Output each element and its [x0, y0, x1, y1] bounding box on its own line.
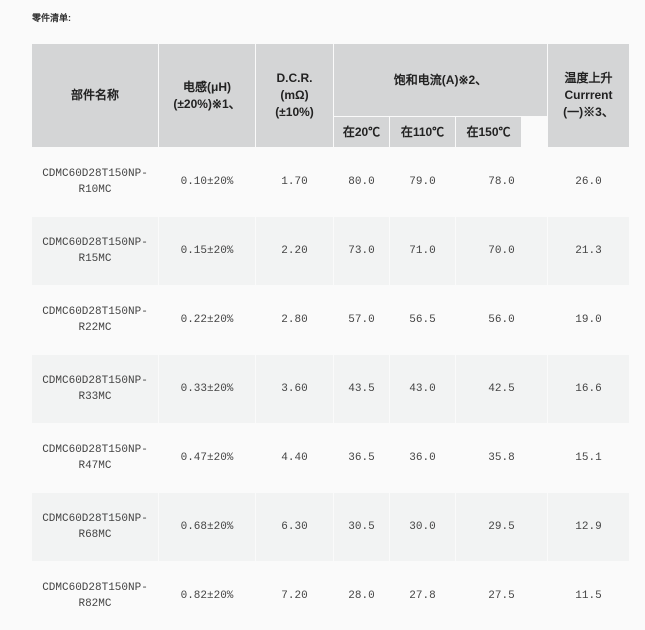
cell-sat-110: 30.0	[390, 493, 455, 561]
header-dcr-line: D.C.R.	[276, 71, 313, 85]
cell-sat-150: 42.5	[456, 355, 547, 423]
cell-sat-20: 43.5	[334, 355, 389, 423]
cell-inductance: 0.22±20%	[180, 314, 234, 326]
header-sat-110c: 在110℃	[390, 117, 455, 147]
part-name-line: R68MC	[78, 529, 112, 541]
cell-dcr: 1.70	[281, 176, 308, 188]
header-dcr-line: (mΩ)	[280, 88, 309, 102]
part-name-line: R47MC	[78, 460, 112, 472]
cell-sat-150: 29.5	[456, 493, 547, 561]
cell-sat-110: 27.8	[409, 590, 436, 602]
part-name-line: R22MC	[78, 322, 112, 334]
cell-part-name: CDMC60D28T150NP- R47MC	[32, 424, 158, 492]
cell-inductance: 0.33±20%	[159, 355, 255, 423]
header-inductance-line: (±20%)※1、	[173, 96, 241, 111]
cell-sat-110: 56.5	[409, 314, 436, 326]
header-sat-150c: 在150℃	[456, 117, 521, 147]
cell-dcr: 2.20	[256, 217, 333, 285]
cell-dcr: 7.20	[281, 590, 308, 602]
header-saturation-current: 饱和电流(A)※2、	[334, 44, 547, 116]
part-name-line: CDMC60D28T150NP-	[42, 513, 148, 525]
cell-sat-110: 79.0	[409, 176, 436, 188]
cell-temp-rise: 15.1	[575, 452, 602, 464]
part-name-line: R15MC	[78, 253, 112, 265]
header-temp-line: 温度上升	[564, 71, 613, 85]
cell-dcr: 6.30	[256, 493, 333, 561]
cell-part-name: CDMC60D28T150NP- R10MC	[32, 148, 158, 216]
cell-inductance: 0.15±20%	[159, 217, 255, 285]
cell-dcr: 3.60	[256, 355, 333, 423]
cell-part-name: CDMC60D28T150NP- R22MC	[32, 286, 158, 354]
header-inductance-line: 电感(μH)	[182, 79, 231, 94]
part-name-line: R82MC	[78, 598, 112, 610]
cell-sat-150: 35.8	[488, 452, 515, 464]
cell-temp-rise: 12.9	[548, 493, 629, 561]
header-inductance: 电感(μH) (±20%)※1、	[159, 44, 255, 147]
part-name-line: CDMC60D28T150NP-	[42, 306, 148, 318]
cell-inductance: 0.47±20%	[180, 452, 234, 464]
cell-sat-20: 28.0	[348, 590, 375, 602]
cell-sat-110: 36.0	[409, 452, 436, 464]
part-name-line: CDMC60D28T150NP-	[42, 168, 148, 180]
cell-sat-110: 71.0	[390, 217, 455, 285]
cell-sat-110: 43.0	[390, 355, 455, 423]
cell-sat-20: 57.0	[348, 314, 375, 326]
header-sat-20c: 在20℃	[334, 117, 389, 147]
header-temp-line: Currrent	[564, 88, 613, 102]
cell-part-name: CDMC60D28T150NP- R33MC	[32, 355, 158, 423]
cell-sat-150: 70.0	[456, 217, 547, 285]
part-name-line: CDMC60D28T150NP-	[42, 237, 148, 249]
cell-inductance: 0.68±20%	[159, 493, 255, 561]
header-temp-rise: 温度上升 Currrent (一)※3、	[548, 44, 629, 147]
cell-temp-rise: 26.0	[575, 176, 602, 188]
header-temp-line: (一)※3、	[563, 105, 614, 119]
cell-inductance: 0.10±20%	[180, 176, 234, 188]
cell-temp-rise: 21.3	[548, 217, 629, 285]
cell-sat-150: 27.5	[488, 590, 515, 602]
header-part-name: 部件名称	[32, 44, 158, 147]
parts-list-title: 零件清单:	[32, 13, 71, 23]
header-dcr: D.C.R. (mΩ) (±10%)	[256, 44, 333, 147]
part-name-line: CDMC60D28T150NP-	[42, 582, 148, 594]
cell-temp-rise: 19.0	[575, 314, 602, 326]
cell-sat-20: 36.5	[348, 452, 375, 464]
cell-sat-150: 78.0	[488, 176, 515, 188]
cell-dcr: 4.40	[281, 452, 308, 464]
header-dcr-line: (±10%)	[275, 105, 314, 119]
parts-table: 部件名称 电感(μH) (±20%)※1、 D.C.R. (mΩ) (±10%) 饱和…	[32, 44, 629, 630]
cell-part-name: CDMC60D28T150NP- R68MC	[32, 493, 158, 561]
cell-sat-20: 80.0	[348, 176, 375, 188]
cell-temp-rise: 11.5	[575, 590, 602, 602]
cell-part-name: CDMC60D28T150NP- R15MC	[32, 217, 158, 285]
part-name-line: CDMC60D28T150NP-	[42, 444, 148, 456]
cell-dcr: 2.80	[281, 314, 308, 326]
cell-sat-20: 30.5	[334, 493, 389, 561]
cell-sat-20: 73.0	[334, 217, 389, 285]
part-name-line: R10MC	[78, 184, 112, 196]
cell-temp-rise: 16.6	[548, 355, 629, 423]
part-name-line: R33MC	[78, 391, 112, 403]
part-name-line: CDMC60D28T150NP-	[42, 375, 148, 387]
cell-inductance: 0.82±20%	[180, 590, 234, 602]
cell-sat-150: 56.0	[488, 314, 515, 326]
cell-part-name: CDMC60D28T150NP- R82MC	[32, 562, 158, 630]
